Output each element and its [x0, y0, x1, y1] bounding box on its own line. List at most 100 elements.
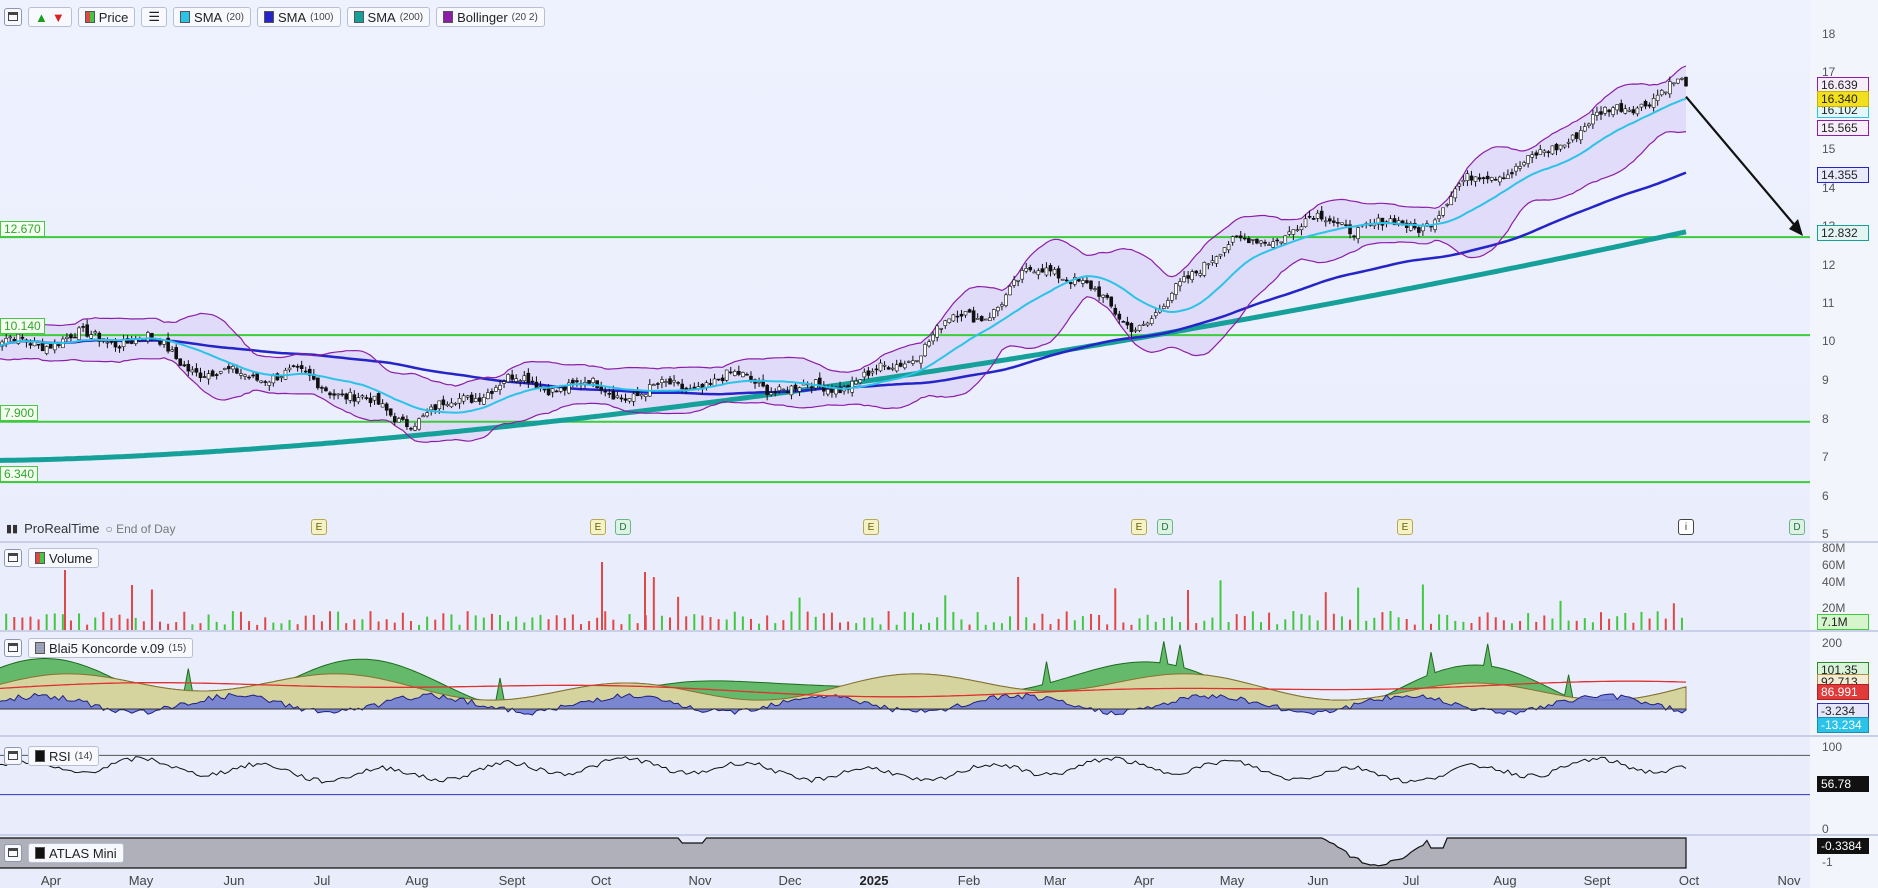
earnings-marker[interactable]: E [1131, 519, 1147, 535]
sma100-button[interactable]: SMA (100) [257, 7, 341, 27]
sma20-button[interactable]: SMA (20) [173, 7, 251, 27]
candle [287, 367, 292, 371]
candle [1226, 244, 1231, 251]
dividend-marker[interactable]: D [1789, 519, 1805, 535]
candle [603, 390, 608, 393]
list-button[interactable]: ☰ [141, 7, 168, 27]
end-of-day-radio[interactable]: ○ End of Day [105, 521, 176, 536]
earnings-marker[interactable]: E [311, 519, 327, 535]
window-icon[interactable] [4, 639, 22, 657]
volume-bar [1106, 624, 1109, 630]
level-label-6340[interactable]: 6.340 [0, 466, 39, 482]
volume-bar [1462, 621, 1465, 630]
candle [510, 374, 514, 380]
candle [1599, 111, 1603, 115]
candle [797, 387, 802, 392]
bollinger-button[interactable]: Bollinger (20 2) [436, 7, 545, 27]
candle [1222, 247, 1227, 253]
candle [1591, 114, 1595, 125]
candle [1032, 271, 1037, 274]
pane-separator[interactable] [0, 735, 1878, 737]
volume-bar [855, 623, 858, 630]
candle [1583, 126, 1587, 132]
candle [1271, 241, 1275, 248]
candle [947, 318, 952, 323]
volume-bar [1349, 619, 1352, 630]
trend-arrows-button[interactable]: ▲ ▼ [28, 7, 72, 27]
candle [817, 377, 822, 386]
candle [198, 372, 203, 379]
sma200-button[interactable]: SMA (200) [346, 7, 431, 27]
sma200-line [0, 229, 1687, 463]
dividend-marker[interactable]: D [1157, 519, 1173, 535]
window-icon[interactable] [4, 844, 22, 862]
candles-icon: ▮▮ [6, 523, 19, 535]
candle [789, 385, 794, 396]
volume-button[interactable]: Volume [28, 548, 100, 568]
volume-bar [1081, 616, 1084, 630]
candle [1327, 218, 1332, 222]
candle [1315, 212, 1320, 219]
sma20-label: SMA [194, 9, 223, 25]
candle [749, 375, 753, 381]
pane-separator[interactable] [0, 541, 1878, 543]
candle [1635, 107, 1640, 115]
atlas-button[interactable]: ATLAS Mini [28, 843, 124, 863]
candle [356, 397, 361, 403]
candle [498, 384, 502, 391]
volume-bar [709, 617, 712, 630]
candle [1449, 196, 1454, 206]
pane-separator[interactable] [0, 834, 1878, 836]
candle [372, 395, 377, 401]
month-label: Sept [498, 873, 526, 888]
info-marker[interactable]: i [1678, 519, 1694, 535]
volume-bar [1486, 612, 1489, 630]
price-button[interactable]: Price [77, 7, 136, 27]
candle [453, 402, 458, 405]
candle [360, 395, 365, 398]
candle [1607, 109, 1611, 113]
price-axis[interactable] [1810, 0, 1878, 888]
candle [1247, 238, 1251, 244]
candle [227, 366, 231, 370]
koncorde-label: Blai5 Koncorde v.09 [49, 640, 165, 656]
window-icon[interactable] [4, 8, 22, 26]
rsi-button[interactable]: RSI (14) [28, 746, 100, 766]
window-icon[interactable] [4, 549, 22, 567]
level-label-7900[interactable]: 7.900 [0, 405, 39, 421]
candle [911, 360, 915, 364]
pane-separator[interactable] [0, 630, 1878, 632]
volume-bar [952, 611, 955, 630]
candle [57, 344, 61, 347]
level-label-12670[interactable]: 12.670 [0, 221, 45, 237]
price-tick: 9 [1822, 373, 1829, 387]
earnings-marker[interactable]: E [590, 519, 606, 535]
volume-bar [547, 619, 550, 630]
month-label: Jul [1402, 873, 1420, 888]
brand-name: ProRealTime [24, 521, 100, 536]
candle [611, 390, 616, 400]
volume-bar [288, 619, 291, 630]
candle [708, 383, 713, 385]
level-label-10140[interactable]: 10.140 [0, 318, 45, 334]
candle [716, 378, 721, 381]
rsi-pane-header: RSI (14) [4, 746, 100, 766]
volume-bar [345, 623, 348, 630]
candle [1421, 225, 1425, 232]
candle [1040, 268, 1045, 273]
volume-bar [1316, 620, 1319, 630]
koncorde-button[interactable]: Blai5 Koncorde v.09 (15) [28, 638, 194, 658]
earnings-marker[interactable]: E [1397, 519, 1413, 535]
candle [89, 334, 93, 339]
dividend-marker[interactable]: D [615, 519, 631, 535]
candle [125, 338, 130, 344]
volume-bar [1381, 612, 1384, 630]
candle [1060, 278, 1065, 281]
candle [1311, 218, 1316, 220]
earnings-marker[interactable]: E [863, 519, 879, 535]
candle [664, 381, 668, 383]
candle [737, 370, 741, 375]
candle [69, 334, 73, 339]
window-icon[interactable] [4, 747, 22, 765]
